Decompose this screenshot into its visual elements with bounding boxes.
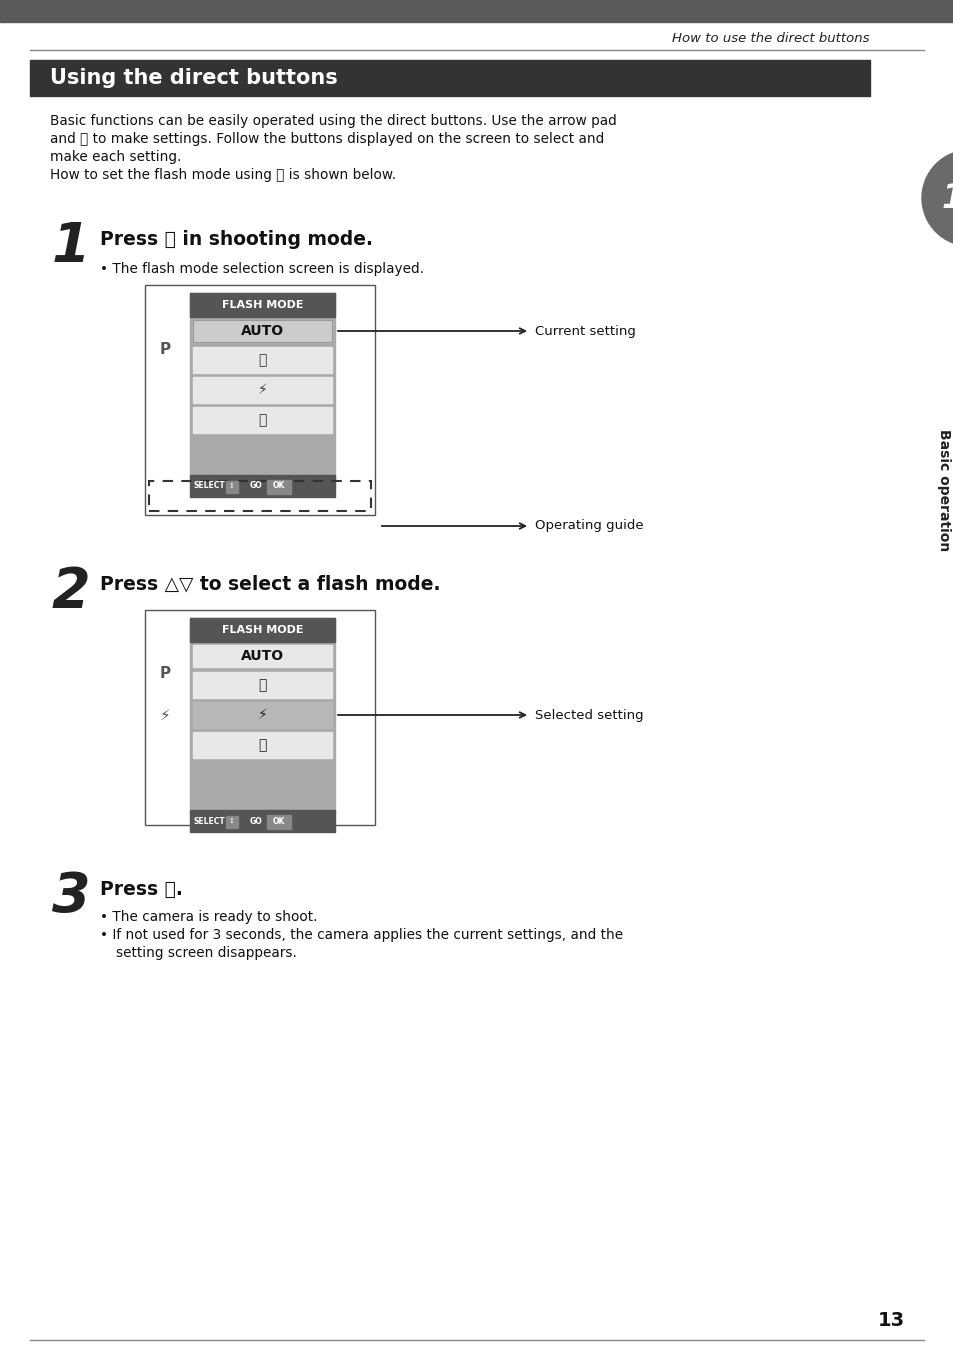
Text: and Ⓞ to make settings. Follow the buttons displayed on the screen to select and: and Ⓞ to make settings. Follow the butto… xyxy=(50,132,603,147)
Bar xyxy=(190,293,335,318)
Text: • If not used for 3 seconds, the camera applies the current settings, and the: • If not used for 3 seconds, the camera … xyxy=(100,928,622,942)
Text: P: P xyxy=(159,342,171,357)
Text: Ⓓ: Ⓓ xyxy=(258,738,267,752)
Bar xyxy=(190,475,335,497)
Bar xyxy=(145,285,375,516)
Bar xyxy=(193,702,332,727)
Bar xyxy=(226,480,237,493)
Bar xyxy=(190,617,335,642)
Bar xyxy=(193,407,332,433)
Wedge shape xyxy=(921,151,953,246)
Bar xyxy=(193,320,332,342)
Text: ↕: ↕ xyxy=(229,483,234,489)
Bar xyxy=(145,611,375,825)
Text: OK: OK xyxy=(273,482,285,490)
Text: ⓪: ⓪ xyxy=(258,353,267,366)
Bar xyxy=(193,672,332,697)
Text: GO: GO xyxy=(250,817,262,825)
Text: 13: 13 xyxy=(877,1311,904,1330)
Text: FLASH MODE: FLASH MODE xyxy=(221,626,303,635)
Bar xyxy=(0,0,953,22)
Text: Press △▽ to select a flash mode.: Press △▽ to select a flash mode. xyxy=(100,575,440,594)
Text: Using the direct buttons: Using the direct buttons xyxy=(50,68,337,88)
Text: OK: OK xyxy=(273,817,285,825)
Bar xyxy=(267,816,291,829)
Text: AUTO: AUTO xyxy=(241,649,284,664)
Bar xyxy=(193,347,332,373)
Bar xyxy=(190,617,335,813)
Text: • The flash mode selection screen is displayed.: • The flash mode selection screen is dis… xyxy=(100,262,423,275)
Text: • The camera is ready to shoot.: • The camera is ready to shoot. xyxy=(100,911,317,924)
Bar xyxy=(267,480,291,494)
Text: Basic operation: Basic operation xyxy=(936,429,950,551)
Text: SELECT: SELECT xyxy=(193,482,226,490)
Text: How to set the flash mode using Ⓓ is shown below.: How to set the flash mode using Ⓓ is sho… xyxy=(50,168,395,182)
Text: Ⓓ: Ⓓ xyxy=(258,413,267,427)
Text: Press Ⓓ in shooting mode.: Press Ⓓ in shooting mode. xyxy=(100,229,373,248)
Text: AUTO: AUTO xyxy=(241,324,284,338)
Text: 2: 2 xyxy=(52,565,91,619)
Text: 1: 1 xyxy=(52,220,91,274)
Bar xyxy=(193,377,332,403)
Text: Press Ⓞ.: Press Ⓞ. xyxy=(100,879,183,898)
Bar xyxy=(149,480,371,512)
Bar xyxy=(193,731,332,759)
Bar xyxy=(193,320,332,342)
Bar xyxy=(193,645,332,668)
Text: GO: GO xyxy=(250,482,262,490)
Text: How to use the direct buttons: How to use the direct buttons xyxy=(672,31,869,45)
Text: Selected setting: Selected setting xyxy=(535,708,643,722)
Text: ⚡: ⚡ xyxy=(257,708,267,722)
Bar xyxy=(190,293,335,478)
Text: setting screen disappears.: setting screen disappears. xyxy=(116,946,296,959)
Text: ⚡: ⚡ xyxy=(257,383,267,398)
Text: SELECT: SELECT xyxy=(193,817,226,825)
Bar xyxy=(190,810,335,832)
Text: ⓪: ⓪ xyxy=(258,678,267,692)
Text: Basic functions can be easily operated using the direct buttons. Use the arrow p: Basic functions can be easily operated u… xyxy=(50,114,616,128)
Text: Operating guide: Operating guide xyxy=(535,520,643,532)
Bar xyxy=(30,60,869,96)
Text: ⚡: ⚡ xyxy=(159,707,171,722)
Text: 3: 3 xyxy=(52,870,91,924)
Text: Current setting: Current setting xyxy=(535,324,636,338)
Text: FLASH MODE: FLASH MODE xyxy=(221,300,303,309)
Text: ↕: ↕ xyxy=(229,818,234,824)
Text: 1: 1 xyxy=(941,182,953,214)
Bar xyxy=(226,816,237,828)
Text: P: P xyxy=(159,666,171,681)
Text: make each setting.: make each setting. xyxy=(50,151,181,164)
